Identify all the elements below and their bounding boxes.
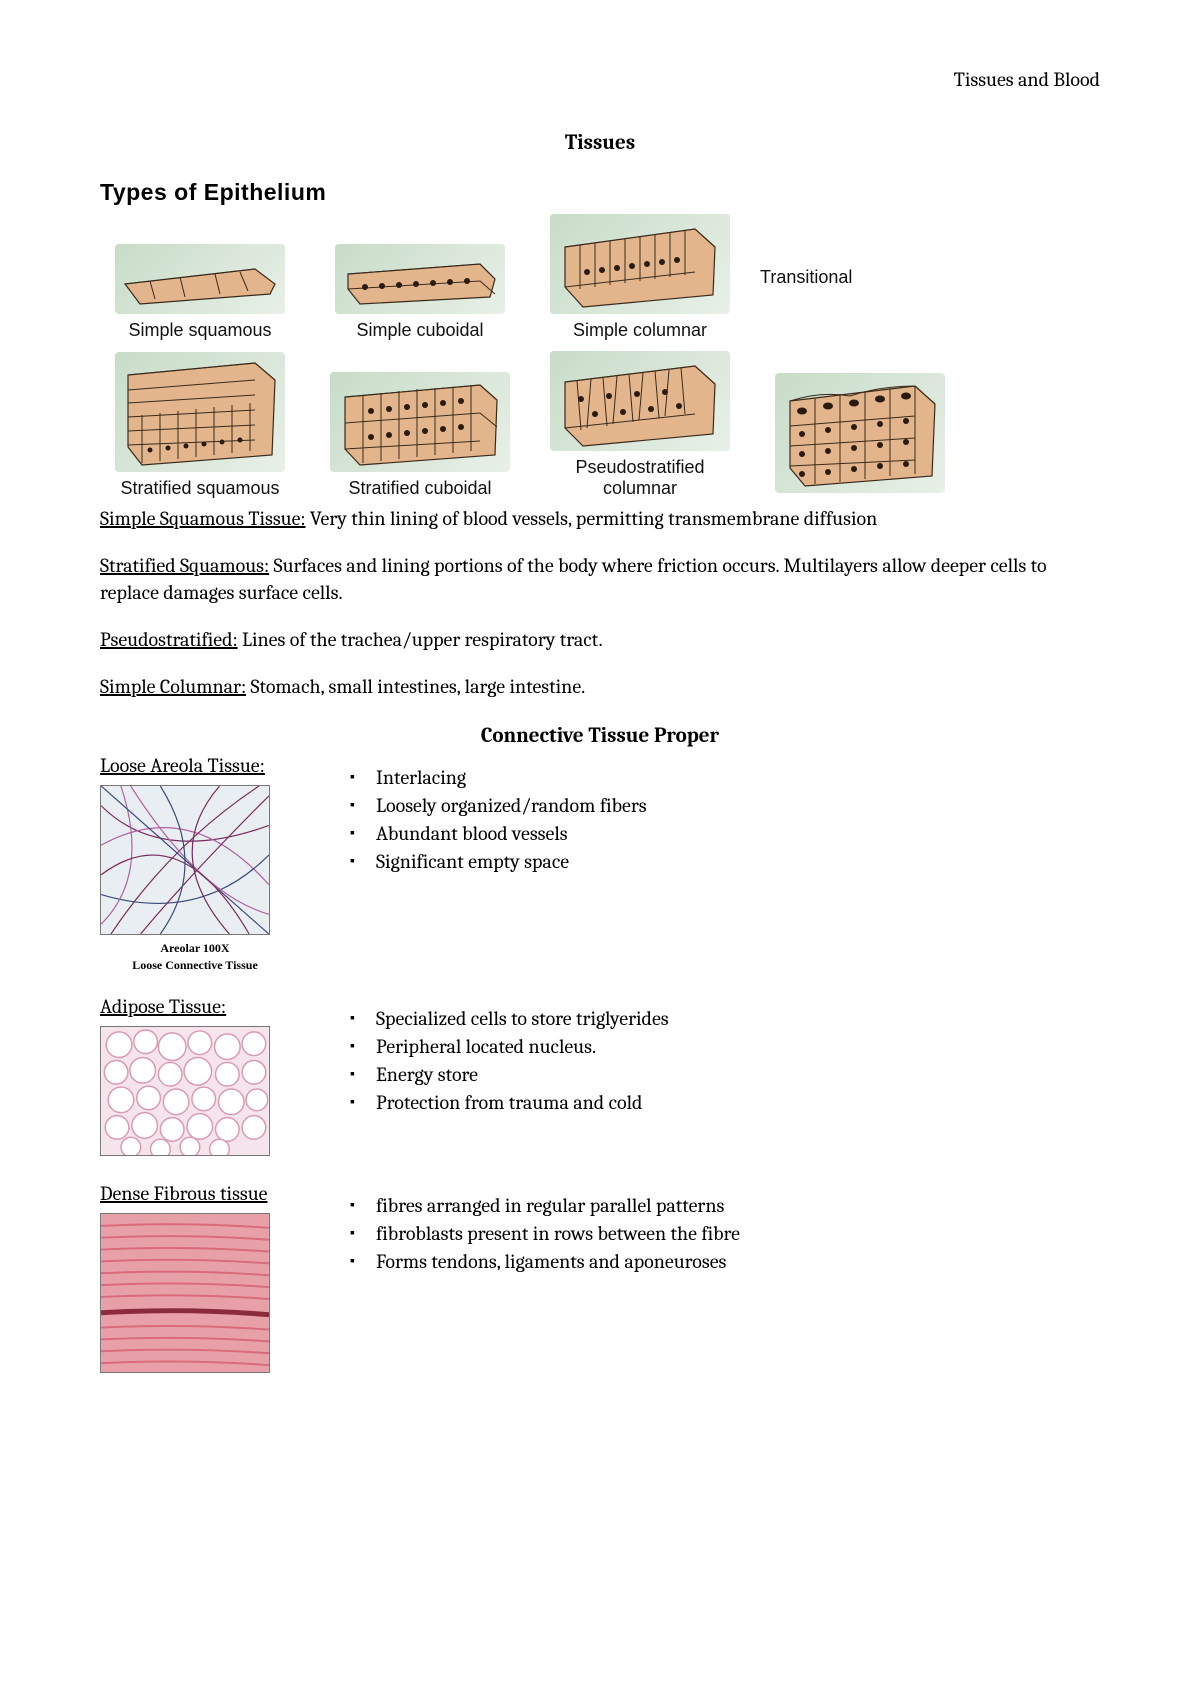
label: Simple Columnar: xyxy=(100,675,246,698)
micrograph-adipose-icon xyxy=(100,1026,270,1156)
cell-simple-cuboidal: Simple cuboidal xyxy=(320,244,520,341)
micro-caption-2: Loose Connective Tissue xyxy=(100,958,290,973)
cell-simple-columnar: Simple columnar xyxy=(540,214,740,341)
list-item: Energy store xyxy=(350,1061,669,1088)
text: Stomach, small intestines, large intesti… xyxy=(246,675,585,698)
cell-simple-squamous: Simple squamous xyxy=(100,244,300,341)
caption: Stratified squamous xyxy=(100,478,300,499)
tissue-icon xyxy=(120,355,280,470)
subheading: Loose Areola Tissue: xyxy=(100,754,290,777)
diagram-heading: Types of Epithelium xyxy=(100,179,1100,206)
list-item: Peripheral located nucleus. xyxy=(350,1033,669,1060)
bullet-list: Specialized cells to store triglyerides … xyxy=(320,1005,669,1117)
list-item: Specialized cells to store triglyerides xyxy=(350,1005,669,1032)
micro-caption-1: Areolar 100X xyxy=(100,941,290,956)
caption: Simple cuboidal xyxy=(320,320,520,341)
caption: Pseudostratified columnar xyxy=(540,457,740,499)
micrograph-dense-icon xyxy=(100,1213,270,1373)
tissue-icon xyxy=(555,217,725,312)
def-stratified-squamous: Stratified Squamous: Surfaces and lining… xyxy=(100,552,1100,606)
tissue-icon xyxy=(120,249,280,309)
section-title-connective: Connective Tissue Proper xyxy=(100,724,1100,748)
block-dense-fibrous: Dense Fibrous tissue fibres arranged in … xyxy=(100,1182,1100,1377)
label: Pseudostratified: xyxy=(100,628,238,651)
cell-stratified-squamous: Stratified squamous xyxy=(100,352,300,499)
caption: Transitional xyxy=(760,267,852,288)
label: Stratified Squamous: xyxy=(100,554,269,577)
list-item: fibroblasts present in rows between the … xyxy=(350,1220,740,1247)
bullet-list: Interlacing Loosely organized/random fib… xyxy=(320,764,647,876)
list-item: Significant empty space xyxy=(350,848,647,875)
subheading: Dense Fibrous tissue xyxy=(100,1182,290,1205)
caption: Simple squamous xyxy=(100,320,300,341)
cell-transitional-label: Transitional xyxy=(760,214,960,341)
block-loose-areola: Loose Areola Tissue: Areolar 100X Loose … xyxy=(100,754,1100,973)
list-item: Loosely organized/random fibers xyxy=(350,792,647,819)
label: Simple Squamous Tissue: xyxy=(100,507,306,530)
caption: Simple columnar xyxy=(540,320,740,341)
cell-pseudostratified-columnar: Pseudostratified columnar xyxy=(540,351,740,499)
def-pseudostratified: Pseudostratified: Lines of the trachea/u… xyxy=(100,626,1100,653)
running-header: Tissues and Blood xyxy=(100,68,1100,91)
def-simple-columnar: Simple Columnar: Stomach, small intestin… xyxy=(100,673,1100,700)
text: Very thin lining of blood vessels, permi… xyxy=(306,507,878,530)
subheading: Adipose Tissue: xyxy=(100,995,290,1018)
epithelium-diagram: Simple squamous Simple cuboidal Simple c… xyxy=(100,214,1100,499)
page-title: Tissues xyxy=(100,131,1100,155)
list-item: Interlacing xyxy=(350,764,647,791)
list-item: Forms tendons, ligaments and aponeuroses xyxy=(350,1248,740,1275)
tissue-icon xyxy=(555,354,725,449)
list-item: Abundant blood vessels xyxy=(350,820,647,847)
bullet-list: fibres arranged in regular parallel patt… xyxy=(320,1192,740,1276)
micrograph-areolar-icon xyxy=(100,785,270,935)
list-item: fibres arranged in regular parallel patt… xyxy=(350,1192,740,1219)
def-simple-squamous: Simple Squamous Tissue: Very thin lining… xyxy=(100,505,1100,532)
cell-stratified-cuboidal: Stratified cuboidal xyxy=(320,372,520,499)
tissue-icon xyxy=(780,376,940,491)
cell-transitional xyxy=(760,373,960,499)
text: Lines of the trachea/upper respiratory t… xyxy=(238,628,603,651)
caption: Stratified cuboidal xyxy=(320,478,520,499)
tissue-icon xyxy=(340,249,500,309)
tissue-icon xyxy=(335,375,505,470)
list-item: Protection from trauma and cold xyxy=(350,1089,669,1116)
block-adipose: Adipose Tissue: Specialized cells to sto… xyxy=(100,995,1100,1160)
